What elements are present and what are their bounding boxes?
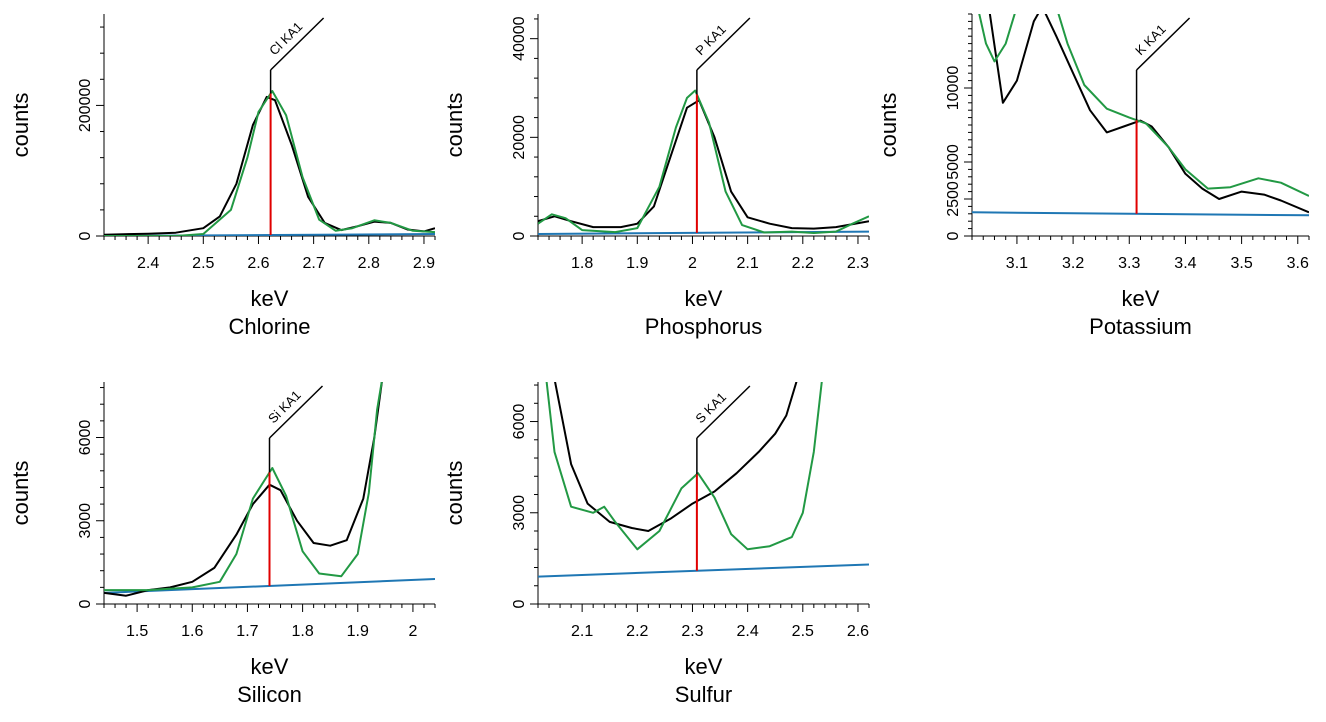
fitted-spectrum-line [978,14,1309,197]
x-axis-title: keV [251,286,289,311]
plot-area [972,14,1309,217]
x-tick-label: 1.6 [181,623,203,640]
x-tick-label: 2.3 [847,255,869,272]
x-tick-label: 2.7 [303,255,325,272]
x-tick-label: 1.5 [126,623,148,640]
panel-title: Chlorine [229,314,311,339]
y-axis-title: counts [442,461,467,526]
x-axis-title: keV [251,654,289,679]
x-tick-label: 2.6 [847,623,869,640]
plot-area [538,89,869,235]
fitted-spectrum-line [545,382,823,551]
x-tick-label: 3.6 [1287,255,1309,272]
y-tick-label: 40000 [511,16,528,61]
y-tick-label: 200000 [77,79,94,132]
y-axis-title: counts [876,93,901,158]
peak-leader-diagonal [1136,17,1191,71]
plot-area [104,90,435,236]
x-tick-label: 3.2 [1062,255,1084,272]
x-tick-label: 2.8 [358,255,380,272]
y-axis-title: counts [442,93,467,158]
peak-label: K KA1 [1132,21,1169,58]
measured-spectrum-line [104,95,435,236]
panel-title: Silicon [237,682,302,707]
chart-panel-chlorine: 2.4 2.5 2.6 2.7 2.8 2.9 0 200000 Cl KA1 keV counts… [8,14,436,339]
panel-title: Sulfur [675,682,732,707]
y-tick-label: 20000 [511,115,528,160]
plot-area [538,382,869,578]
background-line [972,211,1309,217]
peak-label: Si KA1 [265,387,304,426]
y-axis-title: counts [8,461,33,526]
chart-panel-sulfur: 2.1 2.2 2.3 2.4 2.5 2.6 0 3000 6000 S KA1 keV count… [442,382,870,707]
x-tick-label: 2.2 [626,623,648,640]
x-tick-label: 3.5 [1230,255,1252,272]
x-tick-label: 2.5 [192,255,214,272]
x-tick-label: 3.1 [1006,255,1028,272]
x-tick-label: 2.3 [681,623,703,640]
x-tick-label: 2.1 [571,623,593,640]
chart-panel-phosphorus: 1.8 1.9 2 2.1 2.2 2.3 0 20000 40000 P KA1 keV count… [442,14,870,339]
x-axis-title: keV [685,286,723,311]
x-tick-label: 2 [688,255,697,272]
peak-leader-diagonal [268,385,324,439]
x-tick-label: 3.3 [1118,255,1140,272]
y-tick-label: 0 [511,231,528,240]
panel-title: Potassium [1089,314,1192,339]
peak-leader-diagonal [696,17,751,71]
y-tick-label: 3000 [511,495,528,531]
x-tick-label: 1.7 [236,623,258,640]
background-line [538,563,869,578]
peak-leader-diagonal [696,385,751,439]
x-tick-label: 1.8 [571,255,593,272]
x-axis-title: keV [685,654,723,679]
peak-leader-diagonal [270,17,325,71]
y-tick-label: 3000 [77,503,94,539]
measured-spectrum-line [538,99,869,230]
measured-spectrum-line [988,14,1309,214]
peak-label: Cl KA1 [266,19,305,58]
x-tick-label: 2 [408,623,417,640]
peak-label: S KA1 [692,389,729,426]
chart-panel-silicon: 1.5 1.6 1.7 1.8 1.9 2 0 3000 6000 Si KA1 keV counts… [8,382,436,707]
fitted-spectrum-line [104,382,383,592]
x-tick-label: 2.9 [413,255,435,272]
x-tick-label: 1.9 [347,623,369,640]
y-axis-title: counts [8,93,33,158]
y-tick-label: 0 [945,231,962,240]
fitted-spectrum-line [104,90,435,236]
measured-spectrum-line [554,382,798,532]
y-tick-label: 6000 [511,404,528,440]
fitted-spectrum-line [538,89,869,234]
y-tick-label: 0 [511,599,528,608]
y-tick-label: 2500 [945,181,962,217]
y-tick-label: 0 [77,231,94,240]
y-tick-label: 6000 [77,420,94,456]
x-axis-title: keV [1122,286,1160,311]
x-tick-label: 2.4 [737,623,759,640]
measured-spectrum-line [104,382,383,597]
y-tick-label: 10000 [945,66,962,111]
y-tick-label: 5000 [945,144,962,180]
y-tick-label: 0 [77,599,94,608]
panel-title: Phosphorus [645,314,762,339]
x-tick-label: 2.4 [137,255,159,272]
x-tick-label: 2.5 [792,623,814,640]
x-tick-label: 3.4 [1174,255,1196,272]
x-tick-label: 2.1 [737,255,759,272]
peak-label: P KA1 [692,22,729,59]
x-tick-label: 2.6 [247,255,269,272]
x-tick-label: 1.8 [291,623,313,640]
x-tick-label: 2.2 [792,255,814,272]
x-tick-label: 1.9 [626,255,648,272]
